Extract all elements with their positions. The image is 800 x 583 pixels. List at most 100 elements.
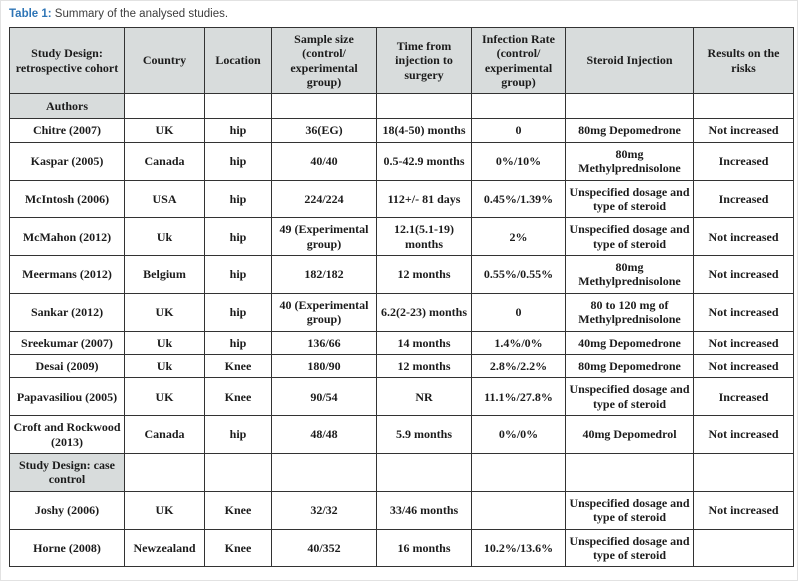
- studies-summary-table: Study Design: retrospective cohort Count…: [9, 26, 794, 568]
- table-cell: 49 (Experimental group): [271, 217, 377, 257]
- table-cell: Belgium: [124, 255, 205, 294]
- table-cell: 112+/- 81 days: [376, 179, 472, 219]
- table-cell: 12 months: [376, 255, 472, 294]
- table-cell: Desai (2009): [9, 354, 125, 379]
- table-cell: 182/182: [271, 255, 377, 294]
- table-cell: 80mg Methylprednisolone: [565, 141, 694, 181]
- table-cell: 40/40: [271, 141, 377, 181]
- table-row: McMahon (2012) Uk hip 49 (Experimental grou…: [9, 217, 794, 257]
- table-row: Joshy (2006) UK Knee 32/32 33/46 months Unspe…: [9, 490, 794, 530]
- table-cell: Uk: [124, 330, 205, 356]
- table-cell: Canada: [124, 415, 205, 454]
- table-cell: Kaspar (2005): [9, 141, 125, 181]
- table-cell: Horne (2008): [9, 528, 125, 568]
- table-cell: 2.8%/2.2%: [471, 354, 566, 379]
- table-cell: 16 months: [376, 528, 472, 568]
- table-cell: 180/90: [271, 354, 377, 379]
- table-cell: Study Design: case control: [9, 453, 125, 492]
- table-cell: 40mg Depomedrone: [565, 330, 694, 356]
- table-cell: Knee: [204, 377, 272, 417]
- table-cell: 0.45%/1.39%: [471, 179, 566, 219]
- table-cell: Not increased: [693, 330, 794, 356]
- table-cell: 80mg Methylprednisolone: [565, 255, 694, 294]
- table-cell: 6.2(2-23) months: [376, 292, 472, 332]
- table-cell: 0%/0%: [471, 415, 566, 454]
- table-cell: [693, 93, 794, 120]
- table-cell: Papavasiliou (2005): [9, 377, 125, 417]
- column-header-study-design: Study Design: retrospective cohort: [9, 26, 125, 95]
- table-row: Sreekumar (2007) Uk hip 136/66 14 months 1.4%…: [9, 330, 794, 356]
- column-header-infection-rate: Infection Rate (control/ experimental gr…: [471, 26, 566, 95]
- table-caption-text: Summary of the analysed studies.: [51, 8, 229, 20]
- table-cell: 1.4%/0%: [471, 330, 566, 356]
- table-cell: Joshy (2006): [9, 490, 125, 530]
- table-cell: 0: [471, 292, 566, 332]
- table-cell: 40 (Experimental group): [271, 292, 377, 332]
- table-cell: USA: [124, 179, 205, 219]
- table-cell: Not increased: [693, 354, 794, 379]
- table-cell: Knee: [204, 490, 272, 530]
- table-cell: 90/54: [271, 377, 377, 417]
- table-cell: UK: [124, 292, 205, 332]
- table-cell: [693, 453, 794, 492]
- table-cell: Canada: [124, 141, 205, 181]
- table-cell: 0%/10%: [471, 141, 566, 181]
- table-cell: [124, 453, 205, 492]
- table-cell: Not increased: [693, 490, 794, 530]
- table-cell: 80mg Depomedrone: [565, 354, 694, 379]
- table-cell: Increased: [693, 179, 794, 219]
- table-cell: hip: [204, 118, 272, 143]
- table-cell: Unspecified dosage and type of steroid: [565, 528, 694, 568]
- table-cell: hip: [204, 255, 272, 294]
- column-header-sample-size: Sample size (control/ experimental group…: [271, 26, 377, 95]
- table-cell: 5.9 months: [376, 415, 472, 454]
- table-cell: 14 months: [376, 330, 472, 356]
- section-row: Authors: [9, 93, 794, 120]
- table-cell: 18(4-50) months: [376, 118, 472, 143]
- table-cell: 80mg Depomedrone: [565, 118, 694, 143]
- table-cell: Not increased: [693, 255, 794, 294]
- table-cell: Sreekumar (2007): [9, 330, 125, 356]
- table-cell: [471, 453, 566, 492]
- table-cell: Increased: [693, 377, 794, 417]
- column-header-steroid-injection: Steroid Injection: [565, 26, 694, 95]
- table-row: Croft and Rockwood (2013) Canada hip 48/48 5…: [9, 415, 794, 454]
- table-cell: 11.1%/27.8%: [471, 377, 566, 417]
- table-cell: Not increased: [693, 415, 794, 454]
- table-row: Meermans (2012) Belgium hip 182/182 12 month…: [9, 255, 794, 294]
- table-cell: McMahon (2012): [9, 217, 125, 257]
- table-caption: Table 1: Summary of the analysed studies…: [9, 8, 797, 22]
- table-cell: 0.5-42.9 months: [376, 141, 472, 181]
- table-cell: Uk: [124, 217, 205, 257]
- column-header-location: Location: [204, 26, 272, 95]
- table-cell: Unspecified dosage and type of steroid: [565, 179, 694, 219]
- table-row: Papavasiliou (2005) UK Knee 90/54 NR 11.1%/27…: [9, 377, 794, 417]
- table-cell: Newzealand: [124, 528, 205, 568]
- table-caption-label: Table 1:: [9, 8, 52, 20]
- table-cell: Uk: [124, 354, 205, 379]
- column-header-results: Results on the risks: [693, 26, 794, 95]
- table-cell: [124, 93, 205, 120]
- table-cell: Knee: [204, 528, 272, 568]
- table-cell: Meermans (2012): [9, 255, 125, 294]
- table-row: Horne (2008) Newzealand Knee 40/352 16 month…: [9, 528, 794, 568]
- table-cell: Authors: [9, 93, 125, 120]
- table-cell: Not increased: [693, 118, 794, 143]
- table-cell: [204, 453, 272, 492]
- table-row: Chitre (2007) UK hip 36(EG) 18(4-50) months 0…: [9, 118, 794, 143]
- table-cell: [565, 453, 694, 492]
- table-cell: 2%: [471, 217, 566, 257]
- table-cell: 40/352: [271, 528, 377, 568]
- table-cell: 12.1(5.1-19) months: [376, 217, 472, 257]
- table-cell: [204, 93, 272, 120]
- table-cell: hip: [204, 179, 272, 219]
- table-cell: 32/32: [271, 490, 377, 530]
- table-cell: NR: [376, 377, 472, 417]
- table-cell: McIntosh (2006): [9, 179, 125, 219]
- table-body: Authors Chitre (2007) UK hip 36(EG) 18(4-50) …: [9, 93, 794, 568]
- table-row: Kaspar (2005) Canada hip 40/40 0.5-42.9 mont…: [9, 141, 794, 181]
- table-cell: [471, 93, 566, 120]
- table-cell: hip: [204, 292, 272, 332]
- table-cell: UK: [124, 377, 205, 417]
